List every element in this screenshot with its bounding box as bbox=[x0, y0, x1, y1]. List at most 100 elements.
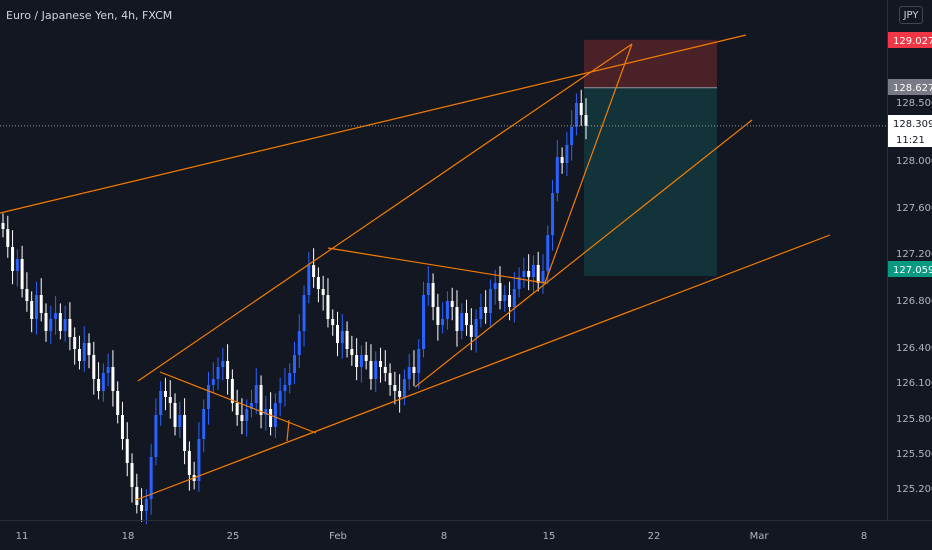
trendline[interactable] bbox=[135, 234, 831, 501]
candle-body bbox=[469, 325, 473, 337]
candle-body bbox=[11, 247, 15, 271]
countdown-tag bbox=[888, 131, 932, 147]
candle-body bbox=[1, 223, 5, 229]
price-tick-label: 125.200 bbox=[896, 484, 932, 495]
candle-body bbox=[63, 319, 67, 331]
price-tick-label: 126.100 bbox=[896, 378, 932, 389]
candle-body bbox=[197, 439, 201, 481]
take-profit-zone[interactable] bbox=[584, 87, 717, 276]
candle-body bbox=[140, 505, 144, 511]
candle-body bbox=[163, 391, 167, 397]
candle-body bbox=[336, 325, 340, 343]
candle-body bbox=[173, 403, 177, 427]
candle-body bbox=[436, 307, 440, 325]
candle-body bbox=[168, 397, 172, 403]
target-price-label: 127.059 bbox=[893, 265, 932, 276]
candle-body bbox=[58, 313, 62, 331]
candle-body bbox=[426, 283, 430, 295]
price-tags: 129.027 128.627 128.309 11:21 127.059 bbox=[888, 32, 932, 277]
candle-body bbox=[293, 355, 296, 373]
candle-body bbox=[479, 307, 483, 319]
candle-body bbox=[422, 295, 426, 349]
candle-body bbox=[288, 373, 292, 385]
candle-body bbox=[226, 361, 230, 379]
candle-body bbox=[307, 265, 311, 295]
candle-body bbox=[259, 385, 263, 415]
candle-body bbox=[388, 373, 392, 385]
price-axis[interactable]: 128.500 128.000 127.600 127.200 126.800 126.4… bbox=[896, 98, 932, 495]
candle-body bbox=[30, 301, 34, 319]
candle-body bbox=[39, 295, 43, 313]
candle-body bbox=[398, 391, 402, 397]
entry-price-tag bbox=[888, 79, 932, 95]
candle-body bbox=[312, 265, 316, 277]
candle-body bbox=[512, 289, 516, 307]
candle-body bbox=[331, 319, 335, 325]
candle-body bbox=[455, 307, 459, 331]
time-tick-label: 15 bbox=[543, 531, 556, 542]
candle-body bbox=[574, 103, 578, 127]
price-tick-label: 126.800 bbox=[896, 296, 932, 307]
trendlines[interactable] bbox=[0, 34, 831, 501]
candle-body bbox=[527, 271, 531, 277]
candle-body bbox=[374, 361, 378, 379]
price-tick-label: 128.500 bbox=[896, 98, 932, 109]
candle-body bbox=[383, 367, 387, 373]
trendline[interactable] bbox=[544, 43, 633, 284]
candle-body bbox=[68, 319, 72, 337]
candle-body bbox=[130, 463, 134, 487]
trendline[interactable] bbox=[327, 247, 546, 284]
price-tick-label: 126.400 bbox=[896, 343, 932, 354]
candle-body bbox=[97, 379, 101, 391]
candle-body bbox=[92, 355, 96, 379]
stop-price-label: 129.027 bbox=[893, 36, 932, 47]
candle-body bbox=[273, 403, 277, 427]
candle-body bbox=[82, 343, 86, 361]
price-tick-label: 127.600 bbox=[896, 203, 932, 214]
candle-body bbox=[531, 265, 535, 277]
candle-body bbox=[393, 385, 397, 391]
candle-body bbox=[211, 379, 215, 385]
candle-body bbox=[149, 457, 153, 499]
candle-body bbox=[355, 355, 359, 367]
position-zones[interactable] bbox=[584, 39, 717, 276]
currency-button[interactable]: JPY bbox=[899, 6, 923, 24]
candle-body bbox=[135, 487, 139, 505]
candle-body bbox=[269, 409, 273, 427]
candle-body bbox=[560, 157, 564, 163]
price-tick-label: 125.500 bbox=[896, 449, 932, 460]
time-tick-label: 8 bbox=[861, 531, 867, 542]
entry-price-label: 128.627 bbox=[893, 83, 932, 94]
chart-title: Euro / Japanese Yen, 4h, FXCM bbox=[6, 9, 173, 22]
time-tick-label: 18 bbox=[122, 531, 135, 542]
candle-body bbox=[445, 301, 449, 319]
candle-body bbox=[407, 367, 411, 379]
trendline[interactable] bbox=[286, 419, 290, 442]
candle-body bbox=[584, 115, 588, 126]
trendline[interactable] bbox=[159, 371, 317, 434]
candle-body bbox=[493, 283, 497, 289]
candle-body bbox=[206, 385, 210, 409]
candle-body bbox=[302, 295, 306, 331]
last-price-label: 128.309 bbox=[893, 119, 932, 130]
candle-body bbox=[101, 373, 105, 391]
candle-body bbox=[321, 289, 325, 295]
candle-body bbox=[297, 331, 301, 355]
time-tick-label: 8 bbox=[441, 531, 447, 542]
candle-body bbox=[522, 271, 526, 277]
time-axis[interactable]: 11 18 25 Feb 8 15 22 Mar 8 bbox=[16, 531, 868, 542]
candle-body bbox=[240, 415, 244, 421]
candle-body bbox=[54, 313, 58, 319]
candle-body bbox=[316, 277, 320, 289]
time-tick-label: Feb bbox=[329, 531, 347, 542]
candle-body bbox=[154, 415, 158, 457]
candle-body bbox=[216, 367, 220, 379]
candle-body bbox=[517, 277, 521, 289]
trendline[interactable] bbox=[0, 34, 747, 214]
candle-body bbox=[326, 295, 330, 319]
candle-body bbox=[49, 319, 53, 331]
trendline[interactable] bbox=[137, 43, 633, 382]
candle-body bbox=[106, 367, 110, 373]
trendline[interactable] bbox=[414, 119, 753, 388]
